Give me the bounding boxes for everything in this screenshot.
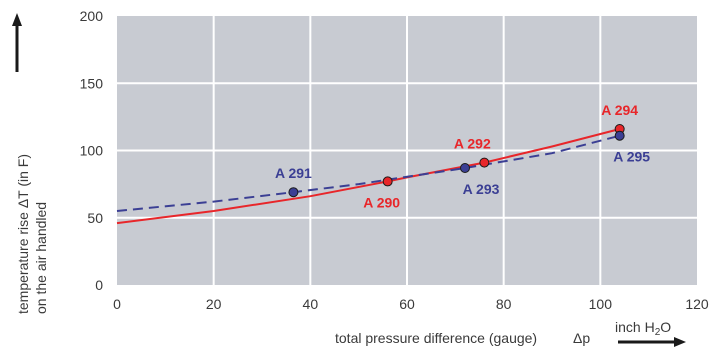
point-label: A 295 [613, 149, 650, 165]
x-axis-arrow [618, 337, 686, 347]
data-point [479, 157, 490, 168]
data-point [382, 176, 393, 187]
tick-labels: 0 20 40 60 80 100 120 0 50 100 150 200 [80, 8, 709, 312]
x-axis-symbol: Δp [573, 330, 590, 346]
y-tick-label: 50 [87, 210, 103, 226]
point-label: A 294 [601, 102, 638, 118]
data-points [288, 123, 625, 198]
point-label: A 290 [363, 194, 400, 210]
x-tick-label: 20 [206, 296, 222, 312]
x-axis-unit-subscript: 2 [655, 327, 661, 338]
x-tick-label: 120 [685, 296, 709, 312]
series-line-0 [116, 128, 620, 225]
point-label: A 292 [454, 136, 491, 152]
point-label: A 293 [463, 181, 500, 197]
y-tick-label: 100 [80, 143, 104, 159]
series-line-1 [116, 134, 620, 212]
point-label: A 291 [275, 165, 312, 181]
x-tick-label: 80 [496, 296, 512, 312]
x-tick-label: 100 [589, 296, 613, 312]
x-axis-unit: inch H2O [615, 319, 671, 338]
x-axis-unit-main: inch H [615, 319, 655, 335]
x-tick-label: 40 [303, 296, 319, 312]
y-axis-arrow [12, 13, 22, 72]
x-axis-label: total pressure difference (gauge) [335, 330, 537, 346]
data-point [460, 162, 470, 173]
series-lines [116, 128, 620, 225]
x-tick-label: 0 [113, 296, 121, 312]
grid [117, 16, 697, 285]
y-axis-label-line1: temperature rise ΔT (in F) [15, 154, 31, 314]
y-tick-label: 150 [80, 75, 104, 91]
x-axis-unit-end: O [660, 319, 671, 335]
x-tick-label: 60 [399, 296, 415, 312]
point-labels: A 291 A 290 A 292 A 293 A 294 A 295 [275, 102, 650, 210]
data-point [614, 130, 625, 141]
y-tick-label: 0 [95, 277, 103, 293]
data-point [288, 187, 299, 198]
y-tick-label: 200 [80, 8, 104, 24]
y-axis-label-line2: on the air handled [33, 202, 49, 314]
